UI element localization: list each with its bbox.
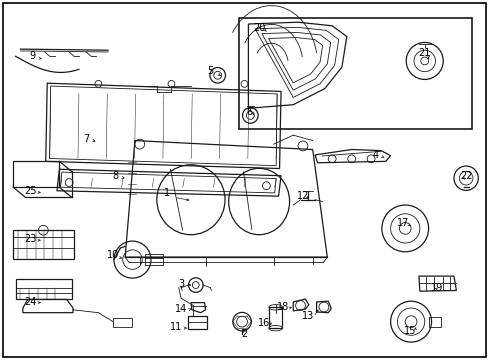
Text: 13: 13 — [301, 311, 313, 321]
Text: 21: 21 — [418, 48, 430, 58]
Text: 22: 22 — [459, 171, 471, 181]
Text: 17: 17 — [396, 218, 408, 228]
Text: 7: 7 — [83, 134, 89, 144]
Text: 11: 11 — [170, 322, 182, 332]
Text: 10: 10 — [107, 250, 119, 260]
Text: 16: 16 — [257, 319, 269, 328]
Text: 12: 12 — [296, 191, 308, 201]
Text: 19: 19 — [430, 283, 442, 293]
Text: 23: 23 — [24, 234, 36, 244]
Text: 18: 18 — [277, 302, 289, 312]
Text: 1: 1 — [163, 188, 169, 198]
Text: 3: 3 — [178, 279, 184, 289]
Text: 9: 9 — [29, 51, 36, 61]
Text: 20: 20 — [252, 23, 265, 33]
Text: 15: 15 — [403, 325, 415, 336]
Text: 4: 4 — [372, 150, 378, 160]
Text: 24: 24 — [24, 297, 36, 307]
Text: 14: 14 — [175, 304, 187, 314]
Text: 2: 2 — [241, 329, 247, 339]
Text: 25: 25 — [24, 186, 36, 196]
Text: 5: 5 — [207, 66, 213, 76]
Text: 6: 6 — [246, 107, 252, 117]
Text: 8: 8 — [112, 171, 118, 181]
